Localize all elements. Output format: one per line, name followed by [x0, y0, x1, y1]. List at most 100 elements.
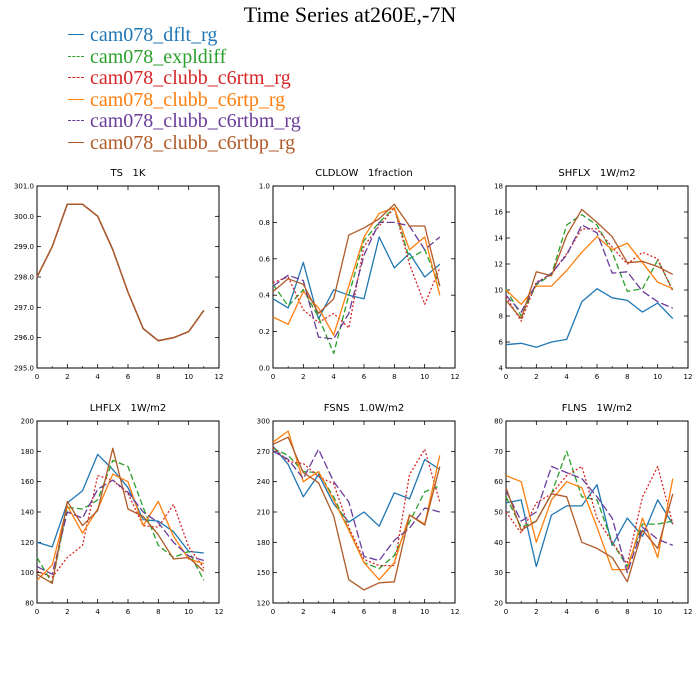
- series-line-cam078_clubb_c6rtp_rg: [272, 207, 441, 336]
- y-tick-label: 20: [494, 600, 503, 608]
- chart-title: TS 1K: [110, 168, 146, 179]
- y-tick-label: 0.8: [259, 219, 270, 227]
- x-tick-label: 8: [625, 608, 629, 616]
- y-tick-label: 0.2: [259, 328, 270, 336]
- x-tick-label: 2: [534, 373, 538, 381]
- x-tick-label: 10: [420, 608, 429, 616]
- legend-label: cam078_clubb_c6rtbm_rg: [90, 110, 301, 133]
- x-tick-label: 12: [684, 373, 693, 381]
- y-tick-label: 0.6: [259, 255, 271, 263]
- y-tick-label: 299.0: [14, 243, 34, 251]
- x-tick-label: 2: [301, 608, 305, 616]
- chart-panel: SHFLX 1W/m2 0 2 4 6 8 10 12 4 6 8 10 12 14 16 18: [494, 168, 692, 381]
- y-tick-label: 150: [257, 569, 270, 577]
- x-tick-label: 0: [35, 373, 39, 381]
- x-tick-label: 4: [95, 373, 100, 381]
- x-tick-label: 6: [595, 373, 600, 381]
- y-tick-label: 80: [494, 418, 503, 426]
- series-line-cam078_clubb_c6rtm_rg: [272, 207, 441, 329]
- y-tick-label: 0.0: [259, 365, 270, 373]
- legend-swatch: [68, 141, 84, 143]
- chart-title: CLDLOW 1fraction: [315, 168, 413, 179]
- y-tick-label: 10: [494, 287, 503, 295]
- x-tick-label: 0: [271, 608, 275, 616]
- chart-panel: FLNS 1W/m2 0 2 4 6 8 10 12 20 30 40 50 60 70 80: [494, 403, 692, 616]
- series-line-cam078_dflt_rg: [505, 288, 674, 348]
- x-tick-label: 4: [95, 608, 100, 616]
- x-tick-label: 10: [184, 373, 193, 381]
- y-tick-label: 14: [494, 235, 503, 243]
- x-tick-label: 2: [534, 608, 538, 616]
- y-tick-label: 40: [494, 539, 503, 547]
- x-tick-label: 4: [331, 373, 336, 381]
- series-line-cam078_clubb_c6rtbp_rg: [505, 208, 674, 320]
- plot-frame: [505, 420, 689, 604]
- y-tick-label: 18: [494, 183, 503, 191]
- legend-swatch: [68, 120, 84, 122]
- series-line-cam078_clubb_c6rtbm_rg: [272, 221, 441, 340]
- series-line-cam078_clubb_c6rtbm_rg: [272, 448, 440, 562]
- y-tick-label: 4: [499, 365, 504, 373]
- y-tick-label: 6: [499, 339, 504, 347]
- x-tick-label: 0: [504, 373, 508, 381]
- y-tick-label: 16: [494, 209, 503, 217]
- x-tick-label: 0: [35, 608, 39, 616]
- legend-label: cam078_clubb_c6rtm_rg: [90, 67, 291, 90]
- y-tick-label: 270: [257, 448, 270, 456]
- legend-swatch: [68, 55, 84, 57]
- x-tick-label: 4: [564, 373, 569, 381]
- x-tick-label: 2: [65, 608, 69, 616]
- y-tick-label: 300.0: [14, 213, 34, 221]
- x-tick-label: 10: [653, 373, 662, 381]
- series-line-cam078_clubb_c6rtbm_rg: [36, 479, 204, 575]
- x-tick-label: 0: [504, 608, 508, 616]
- x-tick-label: 2: [301, 373, 305, 381]
- legend-swatch: [68, 34, 84, 35]
- series-line-cam078_clubb_c6rtbp_rg: [36, 447, 205, 584]
- x-tick-label: 0: [271, 373, 275, 381]
- x-tick-label: 10: [184, 608, 193, 616]
- legend-label: cam078_clubb_c6rtp_rg: [90, 88, 286, 111]
- y-tick-label: 120: [21, 539, 34, 547]
- series-line-cam078_clubb_c6rtbm_rg: [505, 224, 674, 313]
- y-tick-label: 100: [21, 569, 34, 577]
- series-line-cam078_dflt_rg: [36, 453, 204, 554]
- y-tick-label: 30: [494, 569, 503, 577]
- legend-label: cam078_clubb_c6rtbp_rg: [90, 131, 296, 154]
- series-line-cam078_clubb_c6rtp_rg: [272, 430, 441, 581]
- series-line-cam078_clubb_c6rtm_rg: [272, 446, 441, 567]
- series-line-cam078_clubb_c6rtbp_rg: [272, 436, 441, 591]
- x-tick-label: 6: [362, 608, 367, 616]
- series-line-cam078_clubb_c6rtbp_rg: [505, 487, 674, 583]
- series-line-cam078_dflt_rg: [272, 445, 441, 527]
- legend-label: cam078_dflt_rg: [90, 24, 218, 46]
- x-tick-label: 12: [215, 373, 224, 381]
- series-line-cam078_clubb_c6rtm_rg: [36, 474, 205, 578]
- series-line-cam078_dflt_rg: [505, 484, 674, 568]
- y-tick-label: 1.0: [259, 183, 270, 191]
- chart-title: LHFLX 1W/m2: [90, 403, 167, 414]
- series-line-cam078_clubb_c6rtm_rg: [505, 465, 674, 565]
- y-tick-label: 200: [21, 418, 34, 426]
- x-tick-label: 8: [392, 373, 396, 381]
- y-tick-label: 160: [21, 478, 34, 486]
- y-tick-label: 298.0: [14, 274, 34, 282]
- page-title: Time Series at260E,-7N: [243, 2, 457, 27]
- y-tick-label: 180: [21, 448, 34, 456]
- y-tick-label: 210: [257, 509, 270, 517]
- legend-swatch: [68, 98, 84, 100]
- y-tick-label: 240: [257, 478, 270, 486]
- y-tick-label: 296.0: [14, 334, 34, 342]
- legend-label: cam078_expldiff: [90, 45, 227, 68]
- x-tick-label: 2: [65, 373, 69, 381]
- x-tick-label: 12: [684, 608, 693, 616]
- chart-panel: FSNS 1.0W/m2 0 2 4 6 8 10 12 120 150 180 210 240 270 3…: [257, 403, 460, 616]
- series-line-cam078_clubb_c6rtbp_rg: [272, 203, 441, 315]
- y-tick-label: 80: [25, 600, 34, 608]
- y-tick-label: 70: [494, 448, 503, 456]
- y-tick-label: 140: [21, 509, 34, 517]
- y-tick-label: 301.0: [14, 183, 34, 191]
- series-line-cam078_expldiff: [505, 213, 674, 317]
- x-tick-label: 8: [156, 373, 160, 381]
